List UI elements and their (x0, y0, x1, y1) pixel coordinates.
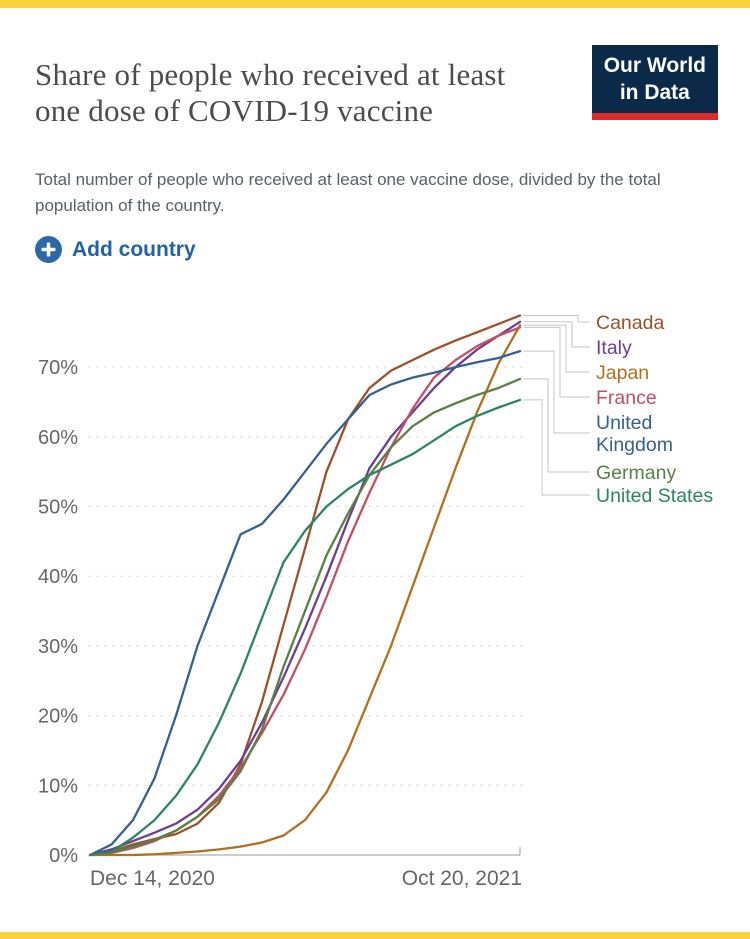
legend-connector-italy (524, 321, 590, 348)
y-tick-label-20: 20% (38, 706, 78, 728)
y-tick-label-40: 40% (38, 566, 78, 588)
legend-connector-germany (524, 378, 590, 473)
series-line-japan[interactable] (88, 324, 522, 857)
legend-label-united-kingdom[interactable]: Kingdom (596, 434, 673, 456)
add-country-button[interactable]: Add country (35, 236, 196, 263)
legend-label-united-kingdom[interactable]: United (596, 412, 652, 434)
legend-connector-canada (524, 315, 590, 323)
plus-circle-icon (35, 236, 62, 263)
y-tick-label-50: 50% (38, 497, 78, 519)
chart-subtitle: Total number of people who received at l… (35, 170, 661, 215)
x-tick-label-end: Oct 20, 2021 (402, 867, 522, 890)
legend-connector-japan (524, 324, 590, 373)
legend-label-france[interactable]: France (596, 387, 657, 409)
owid-logo[interactable]: Our World in Data (591, 45, 718, 120)
series-line-united-kingdom[interactable] (88, 349, 522, 857)
bottom-accent-bar (0, 932, 750, 939)
legend-label-japan[interactable]: Japan (596, 362, 649, 384)
legend-label-italy[interactable]: Italy (596, 337, 632, 359)
legend-label-canada[interactable]: Canada (596, 312, 664, 334)
y-tick-label-30: 30% (38, 636, 78, 658)
legend-label-united-states[interactable]: United States (596, 485, 713, 507)
legend-connector-united-kingdom (524, 350, 590, 434)
owid-logo-line2: in Data (619, 81, 690, 105)
line-chart: 0% 10% 20% 30% 40% 50% 60% 70% Dec 14, 2020 Oct 2… (0, 292, 750, 907)
page-title: Share of people who received at least on… (35, 56, 506, 129)
add-country-label: Add country (72, 237, 196, 261)
x-tick-label-start: Dec 14, 2020 (90, 867, 215, 890)
y-tick-label-0: 0% (49, 845, 78, 867)
y-tick-label-70: 70% (38, 357, 78, 379)
y-tick-label-10: 10% (38, 775, 78, 797)
series-line-canada[interactable] (88, 314, 522, 857)
legend-connector-united-states (524, 399, 590, 496)
y-tick-label-60: 60% (38, 427, 78, 449)
top-accent-bar (0, 0, 750, 8)
owid-logo-line1: Our World (603, 54, 706, 77)
legend-label-germany[interactable]: Germany (596, 462, 676, 484)
series-line-united-states[interactable] (88, 398, 522, 857)
series-line-italy[interactable] (88, 320, 522, 857)
series-line-germany[interactable] (88, 377, 522, 857)
legend-connector-france (524, 326, 590, 398)
vaccine-chart-svg: 0% 10% 20% 30% 40% 50% 60% 70% Dec 14, 2020 Oct 2… (38, 312, 713, 890)
